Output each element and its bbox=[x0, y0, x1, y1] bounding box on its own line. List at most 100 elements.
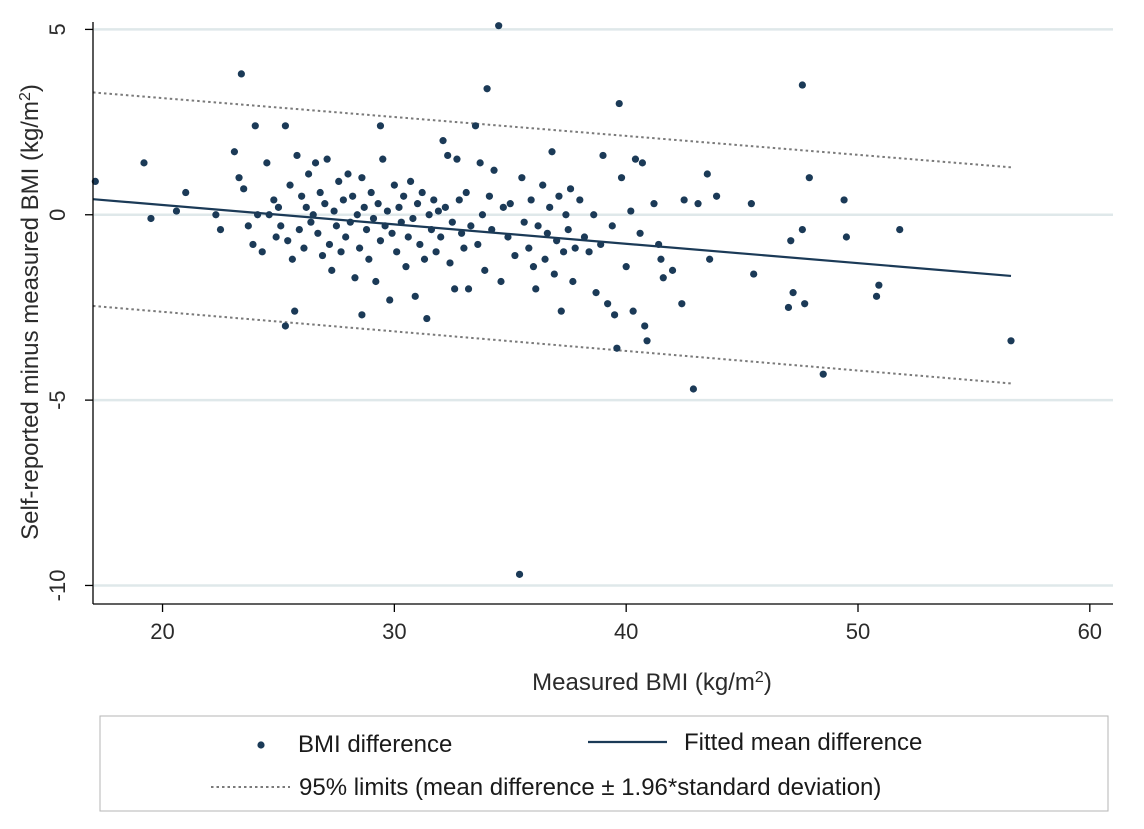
data-point-109 bbox=[478, 211, 487, 219]
data-point-34 bbox=[307, 218, 315, 226]
data-point-161 bbox=[636, 229, 644, 237]
y-tick-label-2: -5 bbox=[45, 390, 70, 410]
data-point-115 bbox=[495, 22, 503, 30]
data-point-136 bbox=[555, 192, 563, 200]
data-point-25 bbox=[286, 181, 294, 189]
data-point-20 bbox=[274, 203, 283, 211]
data-point-89 bbox=[430, 196, 438, 204]
data-point-98 bbox=[451, 285, 459, 293]
data-point-162 bbox=[638, 159, 647, 167]
data-point-157 bbox=[622, 263, 630, 271]
x-axis-title: Measured BMI (kg/m2) bbox=[532, 669, 772, 697]
data-point-45 bbox=[332, 222, 341, 230]
data-point-112 bbox=[485, 192, 494, 200]
data-point-24 bbox=[284, 237, 292, 245]
data-point-107 bbox=[474, 240, 482, 249]
y-axis-title: Self-reported minus measured BMI (kg/m2) bbox=[17, 84, 45, 540]
data-point-19 bbox=[272, 233, 280, 241]
data-point-182 bbox=[798, 81, 806, 89]
data-point-13 bbox=[251, 122, 259, 130]
data-point-4 bbox=[182, 188, 190, 197]
data-point-77 bbox=[402, 263, 410, 271]
data-point-49 bbox=[342, 233, 350, 241]
data-point-158 bbox=[627, 207, 635, 215]
data-point-111 bbox=[483, 85, 491, 93]
x-tick-label-2: 40 bbox=[614, 619, 638, 644]
data-point-169 bbox=[668, 266, 677, 274]
data-point-31 bbox=[300, 244, 308, 252]
data-point-2 bbox=[147, 214, 155, 223]
data-point-44 bbox=[330, 207, 338, 215]
data-point-16 bbox=[263, 159, 271, 167]
data-point-164 bbox=[643, 337, 651, 345]
data-point-82 bbox=[413, 200, 422, 208]
upper-limit-line bbox=[92, 91, 1012, 169]
data-point-18 bbox=[270, 196, 278, 204]
grid-lines bbox=[94, 28, 1113, 587]
data-point-124 bbox=[525, 244, 533, 252]
data-point-123 bbox=[520, 218, 528, 226]
data-point-153 bbox=[610, 311, 619, 319]
data-point-173 bbox=[694, 200, 702, 208]
data-point-83 bbox=[416, 240, 424, 249]
legend-marker-points bbox=[257, 741, 265, 749]
data-point-120 bbox=[511, 251, 519, 260]
data-point-125 bbox=[527, 196, 535, 204]
x-tick-label-4: 60 bbox=[1078, 619, 1102, 644]
data-point-105 bbox=[467, 222, 475, 230]
data-point-58 bbox=[360, 203, 368, 211]
data-point-15 bbox=[258, 248, 266, 256]
data-point-172 bbox=[689, 385, 698, 393]
data-point-97 bbox=[448, 218, 456, 226]
data-point-152 bbox=[608, 222, 616, 230]
data-point-21 bbox=[277, 222, 285, 230]
data-point-119 bbox=[506, 200, 514, 208]
data-point-121 bbox=[515, 570, 524, 578]
data-point-47 bbox=[337, 248, 345, 256]
data-point-126 bbox=[529, 263, 538, 271]
data-point-54 bbox=[353, 211, 361, 219]
data-point-40 bbox=[321, 200, 329, 208]
data-point-94 bbox=[441, 203, 449, 211]
data-point-50 bbox=[344, 170, 352, 178]
data-point-134 bbox=[550, 270, 558, 278]
data-point-93 bbox=[439, 137, 447, 145]
data-point-81 bbox=[411, 292, 419, 300]
data-point-186 bbox=[819, 370, 827, 378]
legend: BMI difference Fitted mean difference 95… bbox=[99, 715, 1109, 812]
data-point-12 bbox=[249, 240, 257, 249]
data-point-32 bbox=[302, 203, 310, 211]
data-point-73 bbox=[393, 248, 401, 256]
data-point-116 bbox=[497, 277, 505, 286]
data-point-150 bbox=[599, 151, 607, 160]
data-point-76 bbox=[400, 192, 408, 200]
data-point-192 bbox=[1007, 337, 1015, 345]
data-point-84 bbox=[418, 188, 426, 197]
data-point-7 bbox=[230, 148, 239, 156]
data-point-127 bbox=[532, 285, 540, 293]
data-point-28 bbox=[293, 151, 301, 160]
data-point-80 bbox=[409, 214, 417, 223]
data-point-78 bbox=[404, 233, 412, 241]
x-tick-label-3: 50 bbox=[846, 619, 870, 644]
data-point-176 bbox=[712, 192, 721, 200]
data-point-46 bbox=[335, 177, 343, 186]
data-point-179 bbox=[784, 303, 793, 312]
data-point-1 bbox=[140, 159, 148, 167]
data-point-154 bbox=[613, 344, 621, 352]
data-point-146 bbox=[585, 248, 593, 256]
data-point-187 bbox=[840, 196, 848, 204]
data-point-60 bbox=[365, 255, 373, 263]
data-point-62 bbox=[369, 214, 378, 223]
data-point-103 bbox=[462, 188, 470, 197]
data-point-160 bbox=[631, 155, 640, 163]
data-point-191 bbox=[896, 225, 904, 234]
data-point-137 bbox=[557, 307, 565, 315]
data-point-23 bbox=[281, 322, 290, 330]
data-point-22 bbox=[281, 122, 290, 130]
data-point-37 bbox=[314, 229, 322, 237]
data-point-5 bbox=[212, 211, 220, 219]
data-point-170 bbox=[678, 300, 686, 308]
